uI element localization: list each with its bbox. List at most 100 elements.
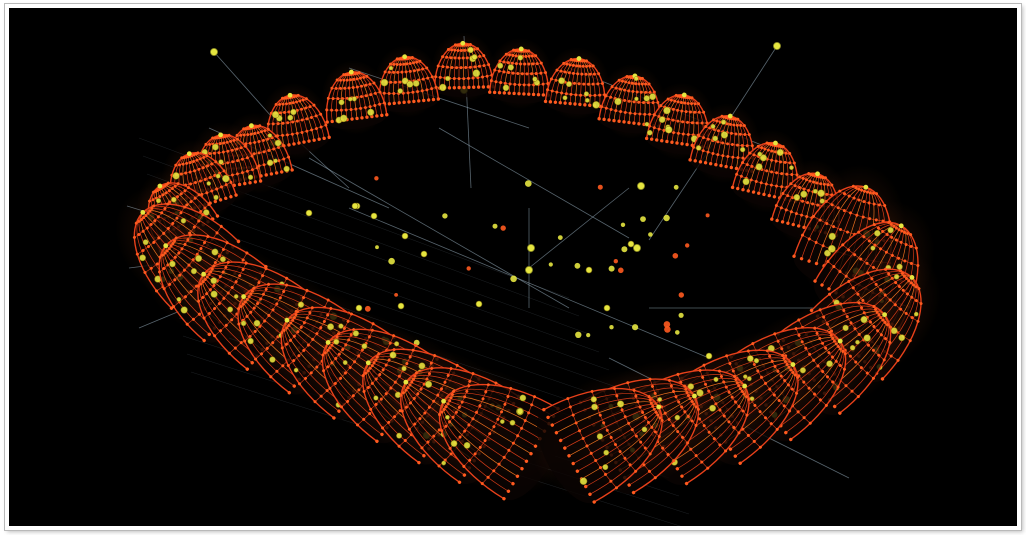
mesh-node: [387, 102, 392, 106]
mesh-node: [623, 110, 627, 114]
mesh-node: [706, 150, 710, 154]
mesh-node: [782, 357, 786, 361]
mesh-node: [392, 101, 396, 106]
shell-joint: [517, 54, 524, 61]
mesh-node: [452, 86, 457, 90]
mesh-node: [651, 404, 655, 408]
mesh-node: [417, 460, 421, 465]
mesh-node: [899, 240, 903, 244]
mesh-node: [295, 119, 299, 123]
mesh-node: [763, 147, 767, 151]
mesh-node: [751, 190, 756, 194]
mesh-node: [361, 374, 365, 378]
mesh-node: [198, 157, 202, 161]
wireframe-viewport[interactable]: [9, 8, 1017, 526]
mesh-node: [907, 279, 911, 283]
mesh-node: [741, 188, 745, 192]
mesh-node: [226, 149, 230, 153]
mesh-node: [687, 394, 691, 398]
mesh-node: [374, 377, 378, 381]
mesh-node: [680, 142, 684, 146]
mesh-node: [871, 348, 875, 352]
mesh-node: [607, 118, 611, 122]
mesh-node: [798, 175, 802, 179]
field-node: [663, 321, 671, 328]
shell-joint: [583, 91, 589, 97]
mesh-node: [416, 90, 420, 94]
mesh-node: [290, 168, 294, 172]
mesh-node: [446, 402, 450, 406]
mesh-node: [480, 482, 484, 486]
mesh-node: [134, 221, 138, 225]
mesh-node: [445, 55, 449, 59]
mesh-node: [513, 82, 517, 86]
anchor-node: [527, 243, 536, 252]
mesh-node: [176, 182, 180, 186]
mesh-node: [327, 135, 331, 140]
mesh-node: [650, 425, 654, 429]
apex-node: [403, 379, 409, 385]
mesh-node: [791, 196, 795, 200]
mesh-node: [227, 133, 231, 137]
mesh-node: [187, 186, 191, 190]
mesh-node: [583, 103, 587, 107]
mesh-node: [774, 159, 778, 163]
mesh-node: [471, 417, 475, 421]
mesh-node: [287, 391, 291, 395]
shell-joint: [367, 108, 375, 116]
mesh-node: [724, 164, 728, 169]
shell-joint: [532, 76, 538, 82]
mesh-node: [392, 70, 396, 74]
mesh-node: [335, 108, 339, 112]
grid-line: [150, 191, 600, 353]
mesh-node: [388, 62, 392, 66]
mesh-node: [139, 218, 143, 222]
rim-joint: [705, 352, 713, 360]
mesh-node: [783, 360, 787, 364]
mesh-node: [770, 170, 774, 174]
mesh-node: [459, 48, 463, 52]
mesh-node: [738, 387, 742, 391]
shell-joint: [893, 274, 900, 280]
mesh-node: [225, 140, 229, 144]
mesh-node: [243, 339, 247, 343]
field-node: [672, 253, 679, 259]
mesh-node: [295, 310, 299, 314]
shell-joint: [333, 338, 340, 345]
mesh-node: [738, 132, 742, 136]
mesh-node: [546, 88, 550, 92]
mesh-node: [812, 214, 816, 218]
mesh-node: [411, 90, 415, 94]
mesh-node: [206, 164, 210, 168]
mesh-node: [653, 476, 657, 480]
field-node: [597, 184, 603, 190]
mesh-node: [716, 140, 720, 144]
mesh-node: [554, 431, 559, 435]
mesh-node: [264, 287, 268, 291]
mesh-node: [735, 172, 739, 176]
shell-joint: [590, 396, 597, 403]
mesh-node: [292, 359, 296, 363]
mesh-node: [310, 128, 314, 132]
mesh-node: [592, 500, 596, 504]
shell-joint: [562, 95, 568, 101]
mesh-node: [681, 120, 685, 124]
mesh-node: [831, 380, 835, 384]
mesh-node: [402, 62, 406, 66]
mesh-node: [632, 100, 636, 104]
shell-joint: [169, 260, 176, 268]
mesh-node: [610, 85, 614, 89]
mesh-node: [627, 421, 631, 425]
mesh-node: [769, 183, 773, 187]
mesh-node: [614, 109, 618, 113]
mesh-node: [511, 71, 515, 75]
mesh-node: [142, 216, 146, 220]
mesh-node: [917, 287, 921, 291]
mesh-node: [904, 243, 908, 247]
anchor-node: [637, 181, 646, 190]
mesh-node: [305, 129, 309, 133]
mesh-node: [408, 401, 412, 405]
mesh-node: [323, 351, 327, 355]
mesh-node: [575, 64, 579, 68]
mesh-node: [660, 418, 664, 422]
